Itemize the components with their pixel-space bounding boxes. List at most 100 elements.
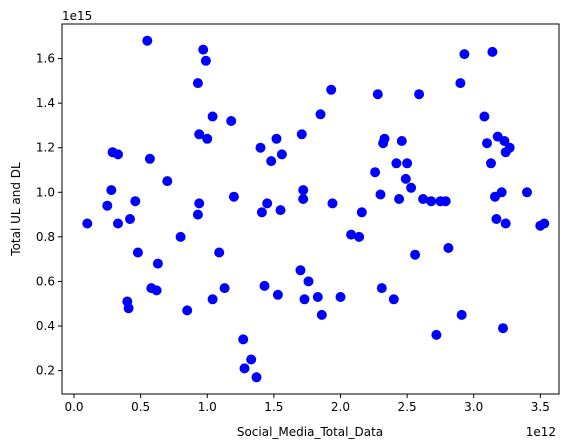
data-point <box>152 258 163 269</box>
data-point <box>346 229 357 240</box>
x-tick-label: 1.5 <box>264 400 283 414</box>
data-point <box>151 285 162 296</box>
data-point <box>426 196 437 207</box>
y-tick-label: 1.6 <box>36 52 55 66</box>
data-point <box>499 136 510 146</box>
data-point <box>431 329 442 340</box>
data-point <box>370 167 381 178</box>
data-point <box>295 265 306 276</box>
data-point <box>376 283 387 294</box>
data-point <box>312 292 323 302</box>
x-tick-label: 2.5 <box>398 400 417 414</box>
data-point <box>271 133 282 144</box>
data-point <box>388 294 399 305</box>
y-tick-label: 0.4 <box>36 319 55 333</box>
x-tick-label: 3.5 <box>531 400 550 414</box>
data-point <box>354 231 365 242</box>
data-point <box>443 243 454 253</box>
data-point <box>219 283 230 294</box>
data-point <box>487 46 498 57</box>
data-point <box>239 363 250 374</box>
data-point <box>226 116 237 126</box>
data-point <box>162 176 173 187</box>
data-point <box>299 294 310 305</box>
data-point <box>228 191 239 202</box>
data-point <box>414 89 425 100</box>
data-point <box>202 133 213 144</box>
data-point <box>198 44 209 55</box>
data-point <box>246 354 257 365</box>
y-tick-label: 1.0 <box>36 185 55 199</box>
x-tick-label: 2.0 <box>331 400 350 414</box>
data-point <box>356 207 367 218</box>
data-point <box>125 214 135 224</box>
data-point <box>315 109 326 120</box>
data-point <box>482 138 492 149</box>
data-point <box>256 207 267 218</box>
y-tick-label: 0.6 <box>36 274 55 288</box>
data-point <box>316 309 327 320</box>
data-point <box>214 247 225 258</box>
x-tick-label: 0.5 <box>131 400 150 414</box>
y-axis-offset-label: 1e15 <box>62 9 92 23</box>
data-point <box>539 218 550 229</box>
data-point <box>335 292 346 302</box>
data-point <box>144 153 155 164</box>
data-point <box>372 89 383 100</box>
y-tick-label: 0.8 <box>36 230 55 244</box>
data-point <box>82 218 93 229</box>
data-point <box>255 142 266 153</box>
data-point <box>396 136 407 146</box>
data-point <box>491 214 502 224</box>
y-tick-label: 1.2 <box>36 141 55 155</box>
data-point <box>266 156 277 167</box>
data-point <box>132 247 143 258</box>
data-point <box>275 205 286 216</box>
data-point <box>498 323 508 334</box>
data-point <box>400 173 411 184</box>
data-point <box>440 196 451 207</box>
data-point <box>142 35 153 46</box>
data-point <box>207 111 218 122</box>
data-point <box>194 198 205 209</box>
data-point <box>298 194 309 204</box>
plot-area <box>61 23 560 395</box>
x-tick-label: 0.0 <box>64 400 83 414</box>
data-point <box>394 194 405 204</box>
data-point <box>486 158 496 169</box>
data-point <box>496 187 507 198</box>
data-point <box>251 372 262 383</box>
data-point <box>455 78 466 89</box>
data-point <box>238 334 249 345</box>
data-point <box>410 249 421 260</box>
data-point <box>194 129 205 140</box>
x-axis-ticks: 0.0 0.5 1.0 1.5 2.0 2.5 3.0 3.5 <box>64 394 550 414</box>
data-point <box>192 78 203 89</box>
data-point <box>522 187 532 198</box>
y-tick-label: 1.4 <box>36 96 55 110</box>
data-points <box>82 35 550 383</box>
data-point <box>175 231 186 242</box>
y-tick-label: 0.2 <box>36 364 55 378</box>
x-axis-offset-label: 1e12 <box>526 425 556 439</box>
data-point <box>379 133 390 144</box>
data-point <box>130 196 141 207</box>
x-tick-label: 3.0 <box>464 400 483 414</box>
data-point <box>479 111 490 122</box>
data-point <box>113 218 123 229</box>
data-point <box>106 185 117 196</box>
data-point <box>207 294 218 305</box>
data-point <box>391 158 402 169</box>
data-point <box>327 198 338 209</box>
data-point <box>259 280 270 291</box>
data-point <box>123 303 134 314</box>
y-axis-label: Total UL and DL <box>9 162 23 257</box>
data-point <box>456 309 467 320</box>
data-point <box>200 55 211 66</box>
data-point <box>182 305 193 316</box>
data-point <box>504 142 515 153</box>
data-point <box>500 218 511 229</box>
data-point <box>402 158 413 169</box>
data-point <box>326 84 337 95</box>
